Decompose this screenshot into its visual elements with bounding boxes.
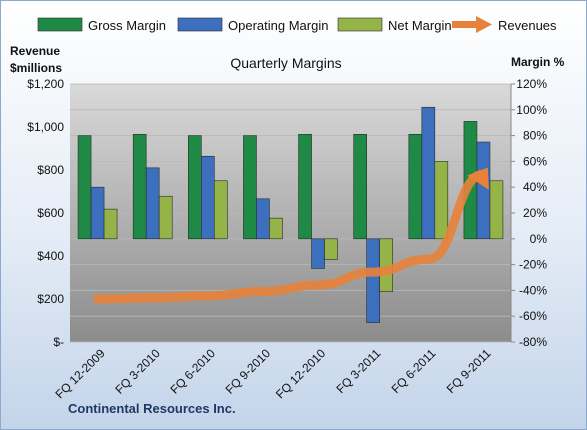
left-tick-label-1: $200: [37, 292, 64, 306]
left-axis-ticks: $- $200 $400 $600 $800 $1,000 $1,200: [27, 77, 64, 349]
bar-gross-margin-2: [188, 135, 202, 240]
bar-net-margin-2: [214, 180, 228, 240]
right-tick-label-10: 120%: [516, 77, 547, 91]
bar-operating-margin-4: [311, 238, 325, 269]
left-tick-label-6: $1,200: [27, 77, 64, 91]
legend-swatch-gross-margin: [37, 17, 83, 32]
left-tick-label-3: $600: [37, 206, 64, 220]
bar-net-margin-6: [434, 161, 449, 240]
right-tick-label-7: 60%: [523, 154, 547, 168]
right-tick-label-3: -20%: [519, 258, 547, 272]
revenue-line-path: [93, 169, 488, 304]
right-tick-label-6: 40%: [523, 180, 547, 194]
right-tick-label-1: -60%: [519, 309, 547, 323]
bar-gross-margin-1: [132, 134, 147, 240]
revenue-series: [93, 167, 489, 304]
bar-operating-margin-7: [476, 141, 491, 240]
legend-label-net-margin: Net Margin: [388, 18, 452, 33]
company-name: Continental Resources Inc.: [68, 401, 236, 416]
legend-swatch-operating-margin: [177, 17, 223, 32]
legend-label-operating-margin: Operating Margin: [228, 18, 328, 33]
legend-arrow-revenues: [476, 16, 492, 33]
legend-label-gross-margin: Gross Margin: [88, 18, 166, 33]
bar-operating-margin-0: [90, 186, 105, 240]
right-tick-label-8: 80%: [523, 129, 547, 143]
bar-net-margin-7: [489, 180, 504, 240]
right-tick-label-2: -40%: [519, 283, 547, 297]
left-axis-title-line1: Revenue: [10, 44, 60, 58]
right-tick-label-4: 0%: [530, 232, 548, 246]
bar-net-margin-0: [103, 208, 118, 240]
left-tick-label-4: $800: [37, 163, 64, 177]
legend-swatch-net-margin: [337, 17, 383, 32]
bar-gross-margin-5: [353, 134, 367, 240]
right-axis-title: Margin %: [511, 55, 565, 69]
right-tick-label-5: 20%: [523, 206, 547, 220]
bar-net-margin-1: [158, 195, 173, 240]
bar-operating-margin-5: [366, 238, 380, 323]
left-tick-label-2: $400: [37, 249, 64, 263]
left-tick-label-5: $1,000: [27, 120, 64, 134]
left-tick-label-0: $-: [53, 335, 64, 349]
bar-operating-margin-3: [256, 198, 270, 240]
left-axis-title-line2: $millions: [10, 61, 62, 75]
bar-operating-margin-6: [421, 106, 436, 240]
revenue-arrow-head: [467, 167, 489, 190]
right-tick-label-9: 100%: [516, 103, 547, 117]
right-tick-label-0: -80%: [519, 335, 547, 349]
bar-gross-margin-4: [298, 134, 312, 240]
right-axis-ticks: -80% -60% -40% -20% 0% 20% 40% 60% 80% 100% 120%: [510, 77, 548, 349]
bar-net-margin-3: [269, 217, 283, 240]
bar-series: [77, 106, 504, 323]
bar-net-margin-4: [324, 238, 338, 260]
bar-gross-margin-6: [408, 134, 423, 240]
chart-title: Quarterly Margins: [230, 55, 341, 71]
bar-gross-margin-3: [243, 135, 257, 240]
legend: Gross Margin Operating Margin Net Margin Re…: [37, 16, 557, 33]
bar-operating-margin-2: [201, 155, 215, 240]
bar-operating-margin-1: [145, 167, 160, 240]
bar-gross-margin-0: [77, 135, 92, 240]
legend-label-revenues: Revenues: [498, 18, 557, 33]
